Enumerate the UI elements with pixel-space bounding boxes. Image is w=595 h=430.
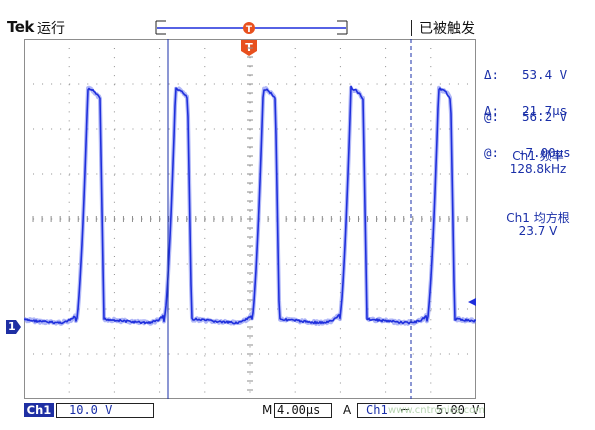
ch1-trace (24, 85, 476, 325)
graticule (24, 39, 476, 399)
at-volts-value: 56.2 V (522, 109, 568, 124)
delta-volts-row: Δ: 53.4 V (484, 67, 567, 82)
ch1-trace-noise (24, 85, 476, 326)
trigger-slope-icon: ⌐ (400, 403, 411, 417)
brand-logo: Tek (7, 18, 34, 36)
delta-volts-label: Δ: (484, 67, 500, 82)
measurement-value: 23.7 V (518, 224, 558, 238)
watermark: www.cntronics.com (388, 405, 485, 416)
at-volts-label: @: (484, 109, 500, 124)
channel-1-tag[interactable]: Ch1 (24, 403, 54, 417)
trigger-level-arrow-icon[interactable] (468, 298, 476, 306)
delta-volts-value: 53.4 V (522, 67, 568, 82)
cursor-readout-amplitude: Δ: 53.4 V @: 56.2 V (484, 40, 567, 138)
delta-time-label: Δ: (484, 103, 500, 118)
trigger-state-label: 已被触发 (419, 21, 475, 37)
at-time-value: -7.00µs (518, 145, 571, 160)
header-bar: Tek 运行 已被触发 (0, 0, 595, 38)
trigger-source: Ch1 (366, 403, 388, 417)
delta-time-value: 21.7µs (522, 103, 568, 118)
vertical-scale-box[interactable]: 10.0 V (56, 403, 154, 418)
vertical-scale-value: 10.0 V (69, 403, 113, 417)
record-trigger-icon[interactable]: T (243, 22, 255, 35)
measurement-frequency[interactable]: Ch1 频率 128.8kHz (484, 150, 592, 176)
at-time-row: @: -7.00µs (484, 145, 571, 160)
trigger-box[interactable]: Ch1 ⌐ 5.00 V (357, 403, 485, 418)
timebase-prefix: M (262, 403, 273, 417)
at-time-label: @: (484, 145, 500, 160)
trigger-prefix: A (343, 403, 352, 417)
at-volts-row: @: 56.2 V (484, 109, 567, 124)
cursor-readout-time: Δ: 21.7µs @: -7.00µs (484, 76, 571, 174)
status-bar: Ch1 10.0 V M 4.00µs A Ch1 ⌐ 5.00 V www.c… (0, 400, 595, 420)
measurement-label: Ch1 均方根 (506, 211, 570, 225)
measurement-value: 128.8kHz (509, 162, 567, 176)
measurement-label: Ch1 频率 (512, 149, 564, 163)
svg-text:T: T (246, 25, 253, 35)
timebase-box[interactable]: 4.00µs (274, 403, 332, 418)
measurement-rms[interactable]: Ch1 均方根 23.7 V (484, 212, 592, 238)
channel-1-marker-label: 1 (8, 320, 16, 333)
scope-display[interactable] (24, 39, 476, 399)
trigger-level: 5.00 V (436, 403, 480, 417)
timebase-value: 4.00µs (277, 403, 321, 417)
run-state-label: 运行 (37, 21, 65, 37)
header-divider (411, 20, 412, 36)
delta-time-row: Δ: 21.7µs (484, 103, 567, 118)
